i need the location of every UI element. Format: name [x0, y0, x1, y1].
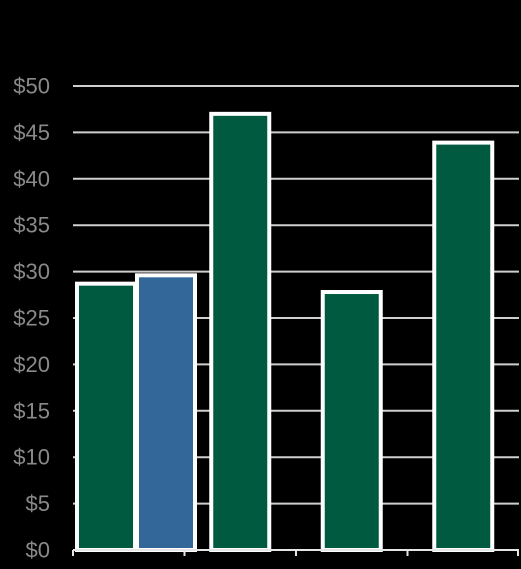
y-tick-label: $50	[13, 74, 50, 99]
y-tick-label: $45	[13, 120, 50, 145]
bar	[209, 111, 272, 552]
y-tick-label: $25	[13, 306, 50, 331]
bar	[320, 290, 383, 552]
y-axis-tick-labels: $0 $5 $10 $15 $20 $25 $30 $35 $40 $45 $50	[13, 74, 50, 563]
y-tick-label: $10	[13, 445, 50, 470]
y-tick-label: $5	[26, 491, 50, 516]
bar	[75, 281, 137, 552]
y-tick-label: $35	[13, 213, 50, 238]
y-tick-label: $0	[26, 538, 50, 563]
y-tick-label: $20	[13, 352, 50, 377]
y-tick-label: $40	[13, 166, 50, 191]
x-axis	[72, 549, 519, 556]
bar	[135, 273, 197, 552]
bar	[432, 140, 495, 552]
y-tick-label: $30	[13, 259, 50, 284]
y-tick-label: $15	[13, 398, 50, 423]
